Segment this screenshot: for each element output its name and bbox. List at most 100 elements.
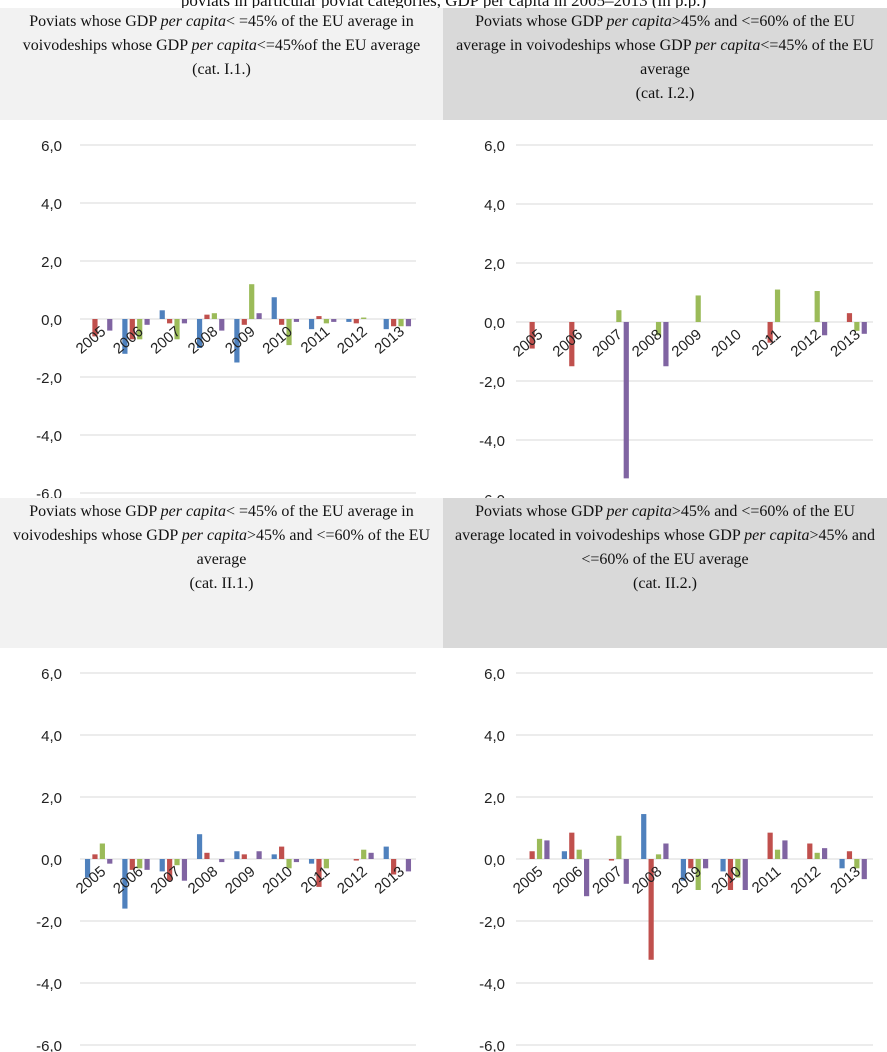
bar <box>846 851 853 859</box>
y-tick-label: 6,0 <box>484 138 505 155</box>
header-text-segment: per capita <box>160 503 226 520</box>
bar <box>405 319 412 327</box>
bar <box>861 859 867 880</box>
bar <box>368 852 374 859</box>
y-tick-label: -4,0 <box>36 976 62 993</box>
panel-header: Poviats whose GDP per capita< =45% of th… <box>0 498 443 648</box>
bar <box>293 319 300 322</box>
bar <box>167 859 173 881</box>
bar <box>807 843 813 859</box>
x-category-label: 2008 <box>629 863 665 897</box>
bar <box>854 322 860 331</box>
bar <box>211 313 217 319</box>
bar <box>561 851 567 859</box>
bar <box>576 849 582 859</box>
bar <box>144 319 150 325</box>
bar <box>383 319 389 330</box>
bar <box>353 859 359 861</box>
header-text-segment: per capita <box>160 13 226 30</box>
bar <box>616 310 622 322</box>
bar-chart: 6,04,02,00,0-2,0-4,0-6,02005200620072008… <box>479 138 873 509</box>
bar <box>774 849 781 859</box>
y-tick-label: -2,0 <box>36 370 62 387</box>
y-tick-label: -6,0 <box>36 1038 62 1052</box>
y-tick-label: -2,0 <box>479 914 505 931</box>
bar <box>569 322 575 367</box>
panel-header-text: Poviats whose GDP per capita< =45% of th… <box>6 10 437 58</box>
bar <box>234 851 240 859</box>
y-tick-label: 0,0 <box>41 852 62 869</box>
x-category-label: 2006 <box>550 326 586 360</box>
bar <box>767 322 773 343</box>
bar <box>398 319 404 327</box>
x-category-label: 2012 <box>788 326 824 360</box>
cut-off-caption: poviats in particular poviat categories,… <box>180 0 707 10</box>
bar <box>107 319 113 331</box>
y-tick-label: 6,0 <box>484 666 505 683</box>
bar <box>286 859 292 869</box>
bar <box>703 859 709 869</box>
chart-panel-cat-ii2: Poviats whose GDP per capita>45% and <=6… <box>443 498 887 1052</box>
bar <box>204 852 210 859</box>
bar <box>822 322 828 336</box>
y-tick-label: 4,0 <box>41 196 62 213</box>
header-text-segment: Poviats whose GDP <box>29 13 161 30</box>
x-category-label: 2012 <box>334 323 370 357</box>
header-text-segment: per capita <box>191 37 257 54</box>
bar <box>616 835 622 859</box>
bar <box>129 859 135 870</box>
panel-header-text: Poviats whose GDP per capita>45% and <=6… <box>449 10 881 82</box>
panel-header-text: Poviats whose GDP per capita< =45% of th… <box>6 500 437 572</box>
bar <box>742 859 748 890</box>
y-tick-label: -4,0 <box>479 433 505 450</box>
bar <box>174 859 180 866</box>
bar <box>249 284 255 319</box>
panel-category-label: (cat. II.2.) <box>633 575 697 592</box>
bar <box>181 319 188 324</box>
header-text-segment: < =45% of the EU average in voivodeships… <box>22 13 414 54</box>
bar <box>861 322 867 334</box>
bar <box>196 319 203 348</box>
bar <box>641 814 647 859</box>
bar <box>204 314 210 319</box>
bar <box>331 319 337 322</box>
bar <box>623 322 629 479</box>
chart-panel-cat-i2: Poviats whose GDP per capita>45% and <=6… <box>443 8 887 509</box>
panel-category-label: (cat. I.1.) <box>192 61 251 78</box>
bar <box>822 848 828 859</box>
bar <box>663 843 669 859</box>
bar <box>735 859 741 878</box>
bar <box>181 859 188 881</box>
header-text-segment: per capita <box>181 527 248 544</box>
x-category-label: 2011 <box>749 863 785 897</box>
bar <box>293 859 300 863</box>
bar <box>346 319 352 322</box>
panel-header: Poviats whose GDP per capita>45% and <=6… <box>443 498 887 648</box>
bar <box>544 840 550 859</box>
x-category-label: 2008 <box>185 323 221 357</box>
header-text-segment: Poviats whose GDP <box>475 503 607 520</box>
bar <box>383 846 389 859</box>
x-category-label: 2005 <box>73 323 109 357</box>
y-tick-label: 4,0 <box>484 197 505 214</box>
bar <box>159 859 165 872</box>
y-tick-label: -2,0 <box>36 914 62 931</box>
bar <box>569 832 575 859</box>
bar <box>174 319 180 340</box>
bar <box>529 851 535 859</box>
x-category-label: 2005 <box>510 326 546 360</box>
x-category-label: 2006 <box>550 863 586 897</box>
x-category-label: 2013 <box>371 863 407 897</box>
bar <box>391 859 397 875</box>
x-category-label: 2009 <box>222 863 258 897</box>
bar <box>663 322 669 367</box>
bar <box>122 859 128 909</box>
header-text-segment: per capita <box>606 13 672 30</box>
bar <box>529 322 535 349</box>
bar <box>323 319 329 324</box>
x-category-label: 2009 <box>669 326 705 360</box>
header-text-segment: >45% and <=60% of the EU average in voiv… <box>456 13 855 54</box>
panel-header: Poviats whose GDP per capita>45% and <=6… <box>443 8 887 120</box>
